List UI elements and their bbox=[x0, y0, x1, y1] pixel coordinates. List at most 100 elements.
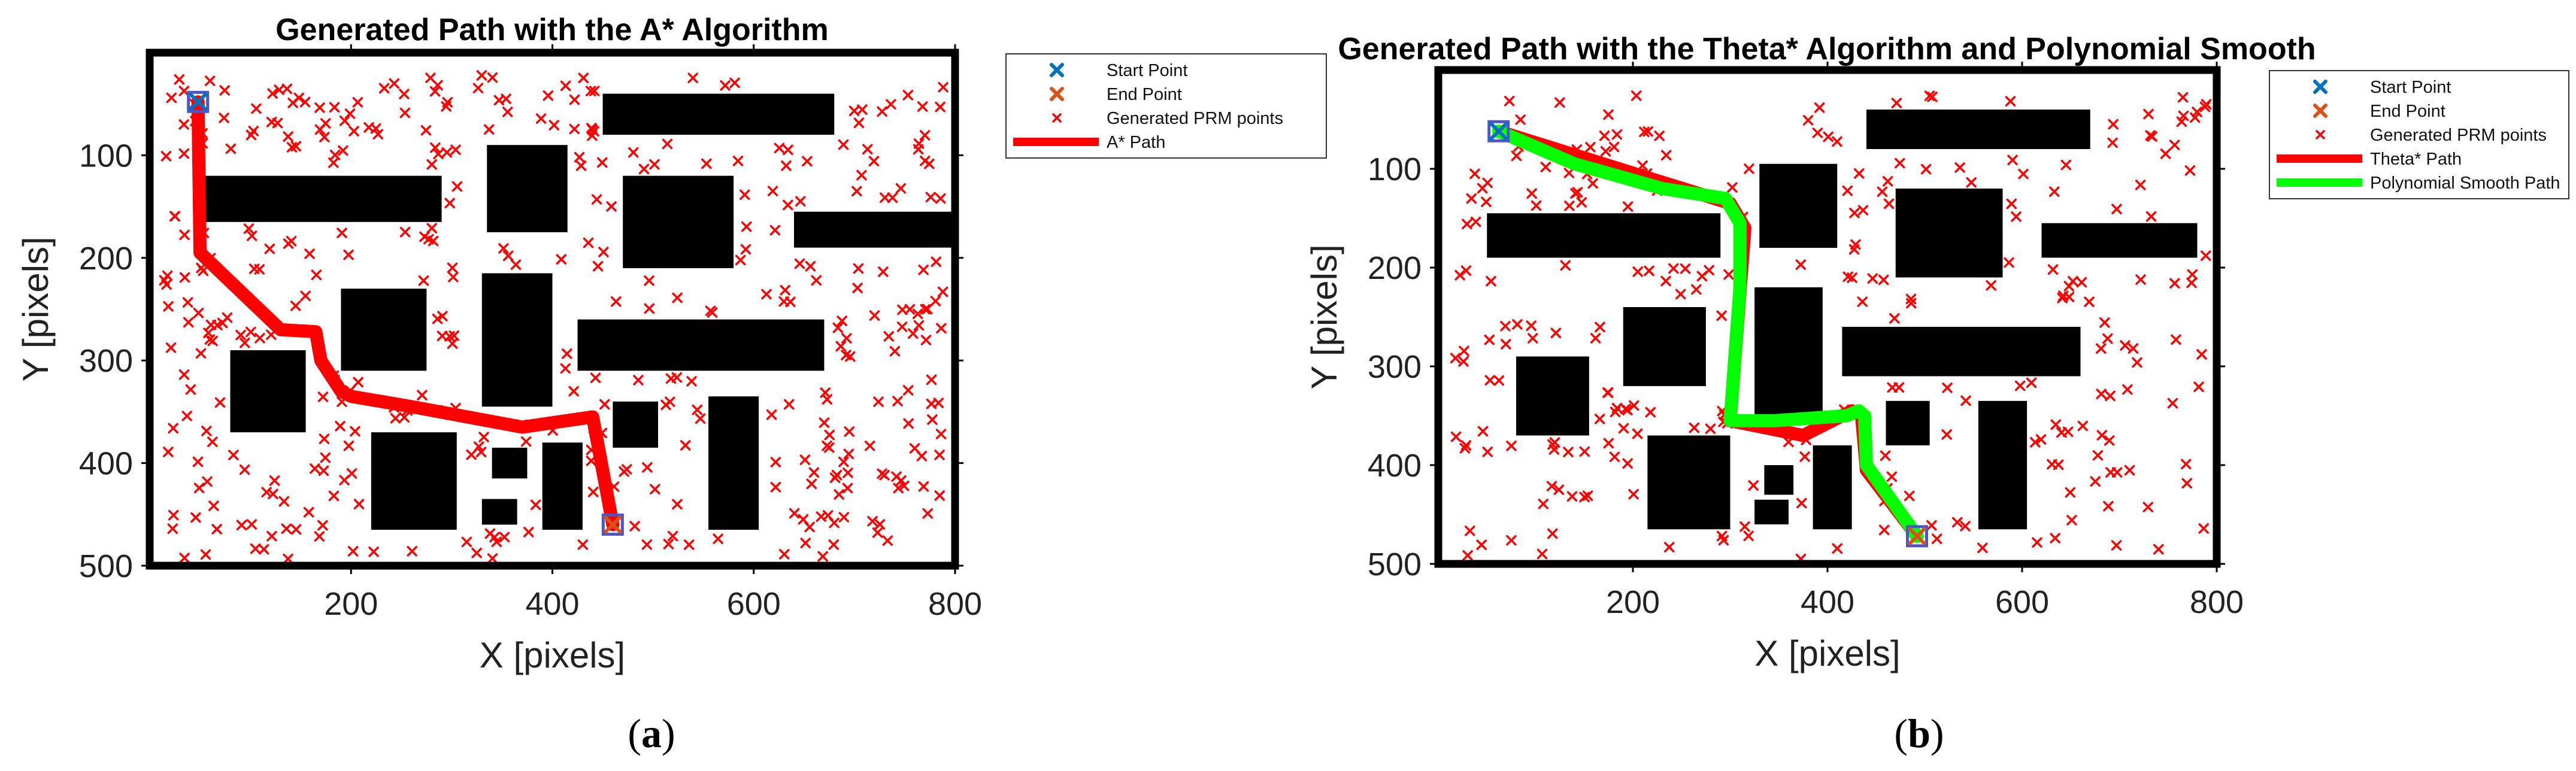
prm-point bbox=[1854, 168, 1865, 179]
prm-point bbox=[794, 258, 805, 269]
prm-point bbox=[1500, 321, 1511, 332]
obstacle bbox=[1813, 445, 1852, 530]
prm-point bbox=[1484, 334, 1495, 345]
x-tick-label: 200 bbox=[324, 586, 378, 622]
prm-point bbox=[290, 524, 302, 535]
prm-point bbox=[266, 530, 277, 542]
prm-point bbox=[1609, 451, 1620, 462]
prm-point bbox=[1705, 423, 1716, 435]
prm-point bbox=[1744, 163, 1754, 174]
prm-point bbox=[2099, 317, 2110, 328]
prm-point bbox=[1689, 422, 1700, 433]
prm-point bbox=[902, 90, 914, 101]
prm-point bbox=[1716, 310, 1727, 321]
prm-point bbox=[1563, 447, 1574, 457]
obstacle bbox=[1487, 213, 1721, 258]
prm-point bbox=[1570, 188, 1581, 199]
prm-point bbox=[407, 546, 417, 557]
prm-point bbox=[856, 169, 867, 181]
prm-point bbox=[774, 142, 785, 154]
prm-point bbox=[1977, 542, 1988, 553]
prm-point bbox=[225, 143, 237, 154]
obstacle bbox=[230, 350, 306, 433]
prm-point bbox=[240, 338, 250, 348]
prm-point bbox=[569, 123, 580, 135]
prm-point bbox=[389, 78, 400, 89]
prm-point bbox=[2096, 388, 2107, 399]
prm-point bbox=[328, 157, 339, 168]
prm-point bbox=[1482, 447, 1493, 457]
prm-point bbox=[1481, 196, 1492, 207]
prm-point bbox=[1812, 128, 1823, 138]
prm-point bbox=[287, 98, 298, 108]
prm-point bbox=[1920, 163, 1932, 175]
prm-point bbox=[299, 96, 311, 108]
prm-point bbox=[1883, 198, 1895, 210]
prm-point bbox=[1618, 423, 1629, 434]
caption-letter: b bbox=[1908, 711, 1931, 756]
prm-point bbox=[2132, 357, 2142, 368]
prm-point bbox=[2077, 420, 2089, 432]
prm-point bbox=[548, 120, 560, 130]
prm-point bbox=[166, 92, 177, 104]
prm-point bbox=[320, 452, 331, 463]
prm-point bbox=[672, 499, 683, 510]
prm-point bbox=[785, 296, 796, 307]
prm-point bbox=[583, 237, 594, 248]
prm-point bbox=[317, 520, 328, 531]
obstacle bbox=[623, 175, 734, 268]
chart-title: Generated Path with the A* Algorithm bbox=[275, 13, 829, 47]
prm-point bbox=[344, 108, 356, 119]
prm-point bbox=[1960, 395, 1971, 406]
prm-point bbox=[2145, 211, 2157, 222]
prm-point bbox=[429, 86, 441, 97]
prm-point bbox=[878, 266, 889, 277]
prm-point bbox=[200, 549, 211, 560]
prm-point bbox=[1587, 178, 1598, 189]
prm-point bbox=[766, 409, 777, 420]
prm-point bbox=[399, 107, 411, 119]
x-tick-label: 400 bbox=[525, 586, 579, 622]
prm-point bbox=[701, 158, 712, 169]
prm-points bbox=[159, 70, 948, 564]
prm-point bbox=[2050, 533, 2060, 544]
prm-point bbox=[828, 539, 839, 550]
prm-point bbox=[740, 244, 751, 255]
y-axis-label: Y [pixels] bbox=[16, 236, 56, 381]
prm-point bbox=[286, 236, 297, 247]
prm-point bbox=[799, 454, 811, 465]
prm-point bbox=[2103, 500, 2114, 512]
prm-point bbox=[1469, 168, 1480, 180]
prm-point bbox=[1622, 201, 1634, 212]
obstacle bbox=[371, 432, 457, 530]
prm-point bbox=[2058, 290, 2069, 302]
prm-point bbox=[243, 223, 254, 234]
prm-point bbox=[1620, 403, 1631, 414]
prm-point bbox=[1611, 129, 1623, 140]
prm-point bbox=[420, 125, 432, 136]
legend: Start Point End Point Generated PRM points… bbox=[1005, 53, 1327, 159]
prm-point bbox=[1743, 530, 1754, 542]
prm-point bbox=[1526, 320, 1536, 331]
prm-point bbox=[2092, 450, 2104, 461]
prm-point bbox=[587, 130, 598, 141]
prm-point bbox=[483, 124, 495, 135]
prm-point bbox=[352, 97, 363, 108]
prm-point bbox=[720, 80, 731, 91]
prm-point bbox=[922, 303, 933, 315]
prm-point bbox=[1546, 481, 1557, 491]
prm-point bbox=[842, 468, 853, 478]
obstacle bbox=[1764, 465, 1794, 495]
prm-point bbox=[1622, 458, 1633, 469]
prm-point bbox=[2128, 343, 2139, 354]
prm-point bbox=[447, 338, 458, 349]
legend-marker-prm bbox=[1052, 113, 1062, 123]
obstacle bbox=[1759, 163, 1838, 248]
prm-point bbox=[1660, 150, 1672, 161]
obstacle bbox=[200, 175, 442, 222]
prm-point bbox=[2153, 544, 2164, 555]
prm-point bbox=[426, 159, 437, 170]
prm-point bbox=[672, 292, 683, 303]
prm-point bbox=[1654, 130, 1665, 141]
prm-point bbox=[1450, 353, 1461, 363]
